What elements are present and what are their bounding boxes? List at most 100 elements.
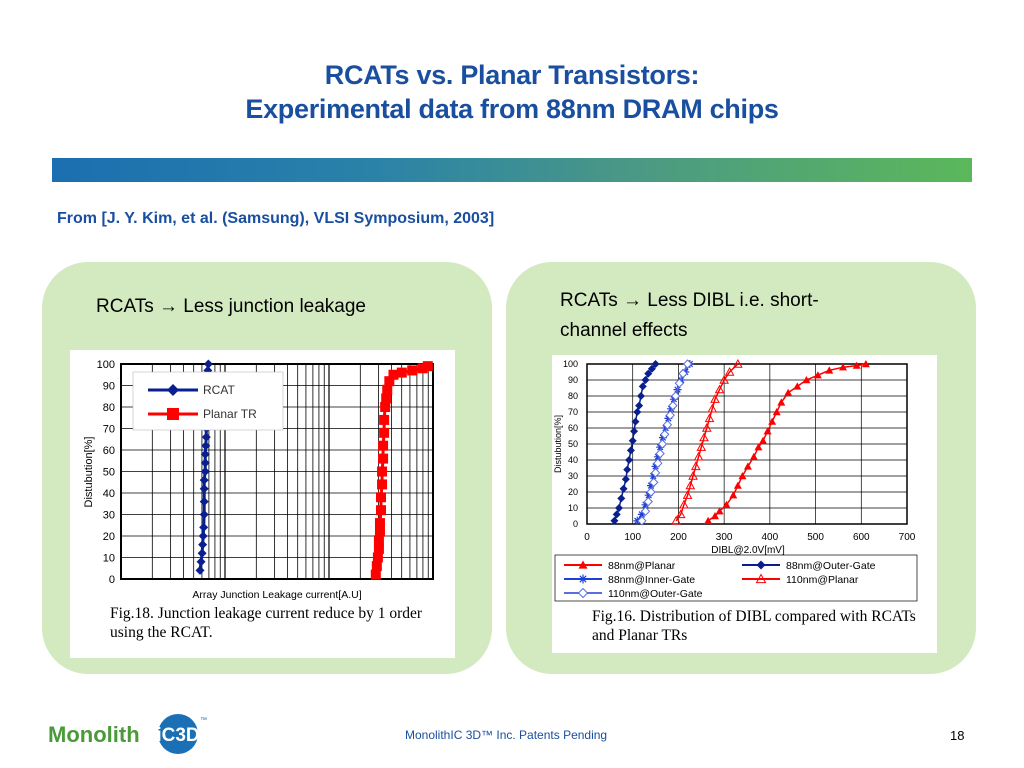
legend-label: 110nm@Outer-Gate — [608, 588, 703, 600]
series-line-110nm-planar — [675, 363, 739, 522]
data-point-rcat — [198, 531, 208, 541]
y-tick-label: 50 — [103, 467, 115, 479]
data-point-110nm-outer-gate — [637, 516, 647, 526]
y-tick-label: 10 — [103, 553, 115, 565]
legend-label-planar: Planar TR — [203, 407, 257, 421]
data-point-88nm-inner-gate — [658, 433, 667, 442]
data-point-88nm-planar — [722, 500, 731, 508]
y-tick-label: 10 — [568, 503, 578, 513]
slide-title: RCATs vs. Planar Transistors: Experiment… — [0, 58, 1024, 126]
data-point-88nm-outer-gate — [647, 364, 656, 373]
data-point-110nm-outer-gate — [665, 410, 675, 420]
data-point-110nm-outer-gate — [678, 368, 688, 379]
data-point-rcat — [201, 432, 211, 442]
data-point-rcat — [199, 510, 209, 519]
data-point-110nm-planar — [710, 394, 720, 403]
data-point-88nm-outer-gate — [644, 369, 653, 378]
x-tick-label: 700 — [899, 532, 916, 543]
data-point-88nm-planar — [793, 382, 802, 390]
data-point-88nm-planar — [768, 417, 777, 425]
data-point-88nm-outer-gate — [628, 436, 637, 445]
data-point-88nm-outer-gate — [651, 360, 660, 368]
data-point-planar-tr — [377, 466, 388, 477]
page-number: 18 — [950, 728, 965, 743]
data-point-110nm-planar — [693, 451, 704, 461]
data-point-88nm-inner-gate — [651, 462, 660, 471]
data-point-rcat — [197, 548, 207, 558]
data-point-88nm-inner-gate — [664, 414, 673, 423]
y-tick-label: 100 — [97, 359, 115, 371]
x-axis-label: DIBL@2.0V[mV] — [711, 545, 785, 556]
citation: From [J. Y. Kim, et al. (Samsung), VLSI … — [57, 210, 495, 227]
data-point-rcat — [201, 441, 211, 451]
data-point-88nm-outer-gate — [636, 392, 645, 400]
data-point-110nm-planar — [733, 358, 743, 368]
y-tick-label: 20 — [568, 487, 578, 497]
data-point-88nm-outer-gate — [626, 446, 635, 455]
y-tick-label: 80 — [103, 402, 115, 414]
data-point-planar-tr — [396, 367, 407, 378]
data-point-88nm-outer-gate — [617, 494, 626, 503]
data-point-88nm-planar — [772, 408, 781, 416]
y-tick-label: 0 — [573, 519, 578, 529]
data-point-88nm-planar — [777, 398, 786, 406]
data-point-rcat — [200, 467, 210, 476]
data-point-88nm-inner-gate — [669, 395, 678, 404]
data-point-planar-tr — [381, 393, 392, 404]
data-point-rcat — [200, 458, 210, 468]
data-point-88nm-outer-gate — [633, 408, 642, 416]
legend-label: 110nm@Planar — [786, 574, 859, 586]
logo-circle — [158, 714, 198, 754]
legend-box — [132, 371, 284, 431]
data-point-110nm-outer-gate — [674, 378, 685, 388]
y-tick-label: 30 — [568, 471, 578, 481]
data-point-planar-tr — [374, 518, 385, 529]
data-point-88nm-inner-gate — [667, 404, 676, 413]
data-point-110nm-outer-gate — [662, 420, 673, 430]
data-point-110nm-outer-gate — [643, 496, 653, 507]
data-point-88nm-planar — [729, 491, 738, 499]
logo-word: Monolith — [48, 722, 140, 747]
data-point-110nm-planar — [724, 366, 735, 376]
data-point-rcat — [203, 365, 213, 375]
data-point-110nm-planar — [719, 374, 729, 384]
data-point-planar-tr — [371, 561, 382, 572]
y-tick-label: 90 — [103, 381, 115, 393]
data-point-88nm-inner-gate — [656, 443, 665, 452]
junction-leakage-figure: 100 90 80 70 60 50 40 30 20 10 0 Distubution[%] Ar… — [70, 350, 455, 658]
footer-notice: MonolithIC 3D™ Inc. Patents Pending — [405, 728, 608, 742]
x-tick-label: 0 — [584, 532, 590, 543]
y-tick-label: 70 — [568, 407, 578, 417]
data-point-88nm-planar — [733, 481, 742, 489]
data-point-110nm-outer-gate — [640, 506, 651, 516]
data-point-110nm-planar — [685, 480, 696, 490]
y-tick-label: 20 — [103, 531, 115, 543]
dibl-figure: 100 90 80 70 60 50 40 30 20 10 0 0 100 200 300 400 500 6… — [552, 355, 937, 653]
x-axis-label: Array Junction Leakage current[A.U] — [192, 589, 361, 601]
data-point-88nm-planar — [852, 361, 861, 369]
y-tick-label: 80 — [568, 391, 578, 401]
data-point-88nm-planar — [743, 462, 752, 470]
y-tick-label: 60 — [103, 445, 115, 457]
data-point-110nm-planar — [690, 461, 701, 471]
legend-box — [554, 554, 918, 602]
data-point-110nm-outer-gate — [650, 468, 661, 478]
data-point-planar-tr — [422, 361, 433, 372]
data-point-planar-tr — [376, 492, 386, 503]
legend-marker — [578, 560, 588, 569]
data-point-planar-tr — [373, 543, 384, 554]
data-point-110nm-planar — [688, 470, 698, 480]
data-point-rcat — [199, 484, 209, 494]
y-tick-label: 90 — [568, 375, 578, 385]
data-point-110nm-outer-gate — [653, 458, 663, 468]
legend-label-rcat: RCAT — [203, 383, 235, 397]
data-point-88nm-outer-gate — [623, 465, 632, 474]
legend-label: 88nm@Inner-Gate — [608, 574, 695, 586]
data-point-planar-tr — [417, 363, 428, 374]
data-point-88nm-outer-gate — [610, 516, 619, 525]
data-point-88nm-outer-gate — [630, 427, 639, 436]
data-point-88nm-inner-gate — [647, 481, 655, 490]
data-point-110nm-planar — [671, 515, 681, 525]
data-point-88nm-inner-gate — [644, 491, 653, 500]
